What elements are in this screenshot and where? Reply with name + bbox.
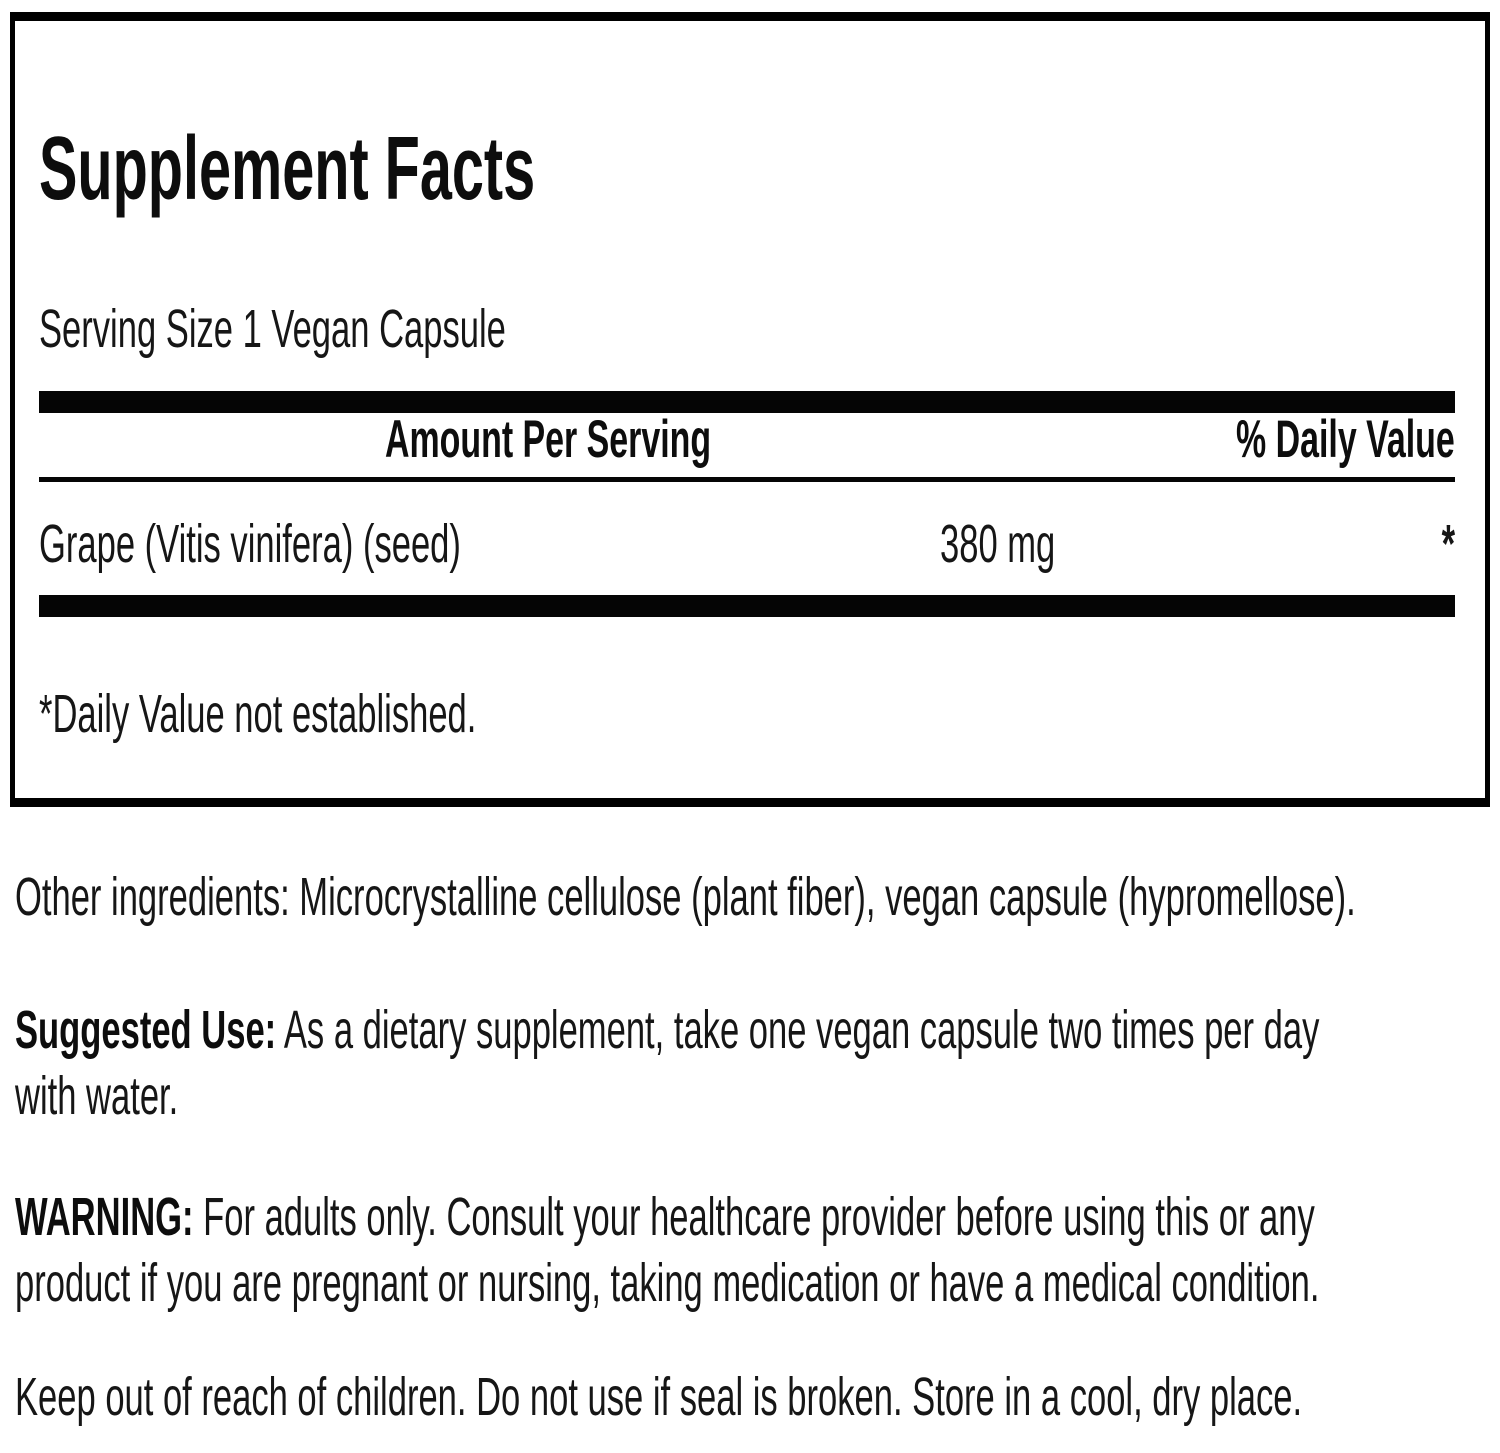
ingredient-amount: 380 mg — [940, 514, 1056, 574]
supplement-facts-panel: Supplement Facts Serving Size 1 Vegan Ca… — [10, 12, 1490, 807]
other-ingredients-line: Other ingredients: Microcrystalline cell… — [15, 867, 1356, 927]
daily-value-header: % Daily Value — [1236, 410, 1455, 469]
facts-title: Supplement Facts — [39, 124, 814, 214]
storage-line: Keep out of reach of children. Do not us… — [15, 1367, 1303, 1427]
daily-value-footnote: *Daily Value not established. — [39, 684, 477, 744]
warning-text: WARNING: For adults only. Consult your h… — [15, 1184, 1500, 1316]
suggested-use-line1: As a dietary supplement, take one vegan … — [283, 1000, 1320, 1060]
serving-size-text: Serving Size 1 Vegan Capsule — [39, 299, 506, 359]
facts-title-text: Supplement Facts — [39, 119, 536, 219]
amount-per-serving-header: Amount Per Serving — [385, 410, 712, 469]
serving-size: Serving Size 1 Vegan Capsule — [39, 302, 768, 356]
warning-line1: For adults only. Consult your healthcare… — [203, 1187, 1315, 1247]
thick-rule-bottom — [39, 595, 1455, 617]
warning-label: WARNING: — [15, 1187, 194, 1247]
storage-text: Keep out of reach of children. Do not us… — [15, 1364, 1500, 1430]
ingredient-daily-value: * — [1441, 514, 1455, 574]
suggested-use-label: Suggested Use: — [15, 1000, 277, 1060]
suggested-use-line2: with water. — [15, 1066, 179, 1126]
other-ingredients-text: Other ingredients: Microcrystalline cell… — [15, 864, 1500, 930]
warning-line2: product if you are pregnant or nursing, … — [15, 1253, 1320, 1313]
thick-rule-top — [39, 391, 1455, 413]
ingredient-name: Grape (Vitis vinifera) (seed) — [39, 514, 461, 574]
header-rule — [39, 477, 1455, 482]
suggested-use-text: Suggested Use: As a dietary supplement, … — [15, 997, 1500, 1129]
